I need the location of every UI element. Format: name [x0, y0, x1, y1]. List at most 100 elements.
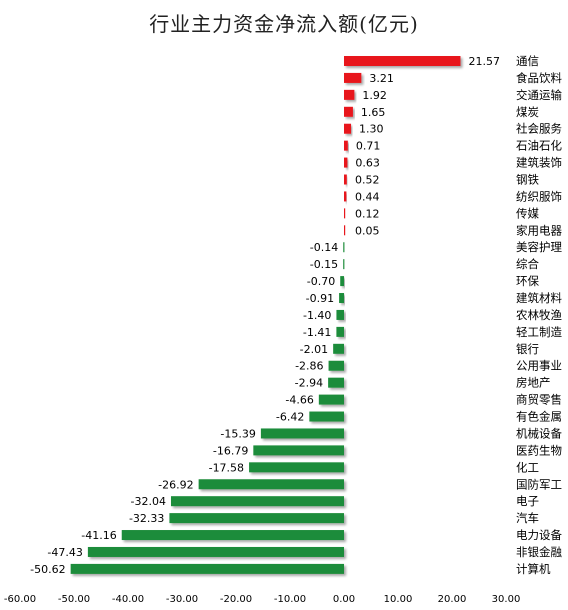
bar [309, 411, 344, 422]
category-label: 机械设备 [516, 426, 562, 440]
category-label: 农林牧渔 [516, 308, 562, 322]
data-label: 3.21 [369, 72, 394, 85]
bar [121, 530, 345, 541]
bar [344, 123, 352, 134]
bar [253, 445, 344, 456]
data-label: -15.39 [220, 427, 255, 440]
category-label: 食品饮料 [516, 71, 562, 85]
bar [343, 242, 345, 253]
data-label: -0.91 [306, 292, 334, 305]
category-label: 非银金融 [516, 545, 562, 559]
category-label: 家用电器 [516, 223, 562, 237]
data-label: -16.79 [213, 444, 248, 457]
x-tick-label: 10.00 [384, 594, 413, 605]
category-label: 有色金属 [516, 410, 562, 424]
data-label: -1.41 [303, 326, 331, 339]
bar [318, 394, 344, 405]
category-label: 计算机 [516, 562, 551, 576]
x-tick-label: -30.00 [166, 594, 198, 605]
category-label: 轻工制造 [516, 325, 562, 339]
bar [344, 174, 347, 185]
bar [260, 428, 344, 439]
bar [344, 106, 353, 117]
data-label: -41.16 [81, 529, 116, 542]
bar [344, 140, 348, 151]
x-tick-label: 30.00 [492, 594, 521, 605]
bar [87, 546, 344, 557]
data-label: 0.71 [356, 140, 381, 153]
bar [344, 56, 461, 66]
category-label: 社会服务 [516, 122, 562, 136]
data-label: 0.52 [355, 174, 380, 187]
category-label: 美容护理 [516, 240, 562, 254]
data-label: -2.01 [300, 343, 328, 356]
category-label: 建筑装饰 [516, 156, 562, 170]
bar [343, 259, 345, 270]
category-label: 纺织服饰 [516, 189, 562, 203]
data-label: -32.04 [131, 495, 166, 508]
data-label: -2.94 [295, 377, 323, 390]
category-label: 综合 [516, 257, 539, 271]
data-label: -4.66 [285, 394, 313, 407]
bar [340, 276, 344, 287]
bar [344, 225, 346, 236]
x-tick-label: -50.00 [58, 594, 90, 605]
data-label: -2.86 [295, 360, 323, 373]
bar [344, 89, 355, 100]
bar [344, 191, 347, 202]
category-label: 化工 [516, 460, 539, 474]
bar [336, 326, 344, 337]
category-label: 石油石化 [516, 139, 562, 153]
data-label: -26.92 [158, 478, 193, 491]
data-label: -0.70 [307, 275, 335, 288]
data-label: -1.40 [303, 309, 331, 322]
data-label: 0.44 [355, 190, 380, 203]
bar [328, 377, 344, 388]
data-label: -0.15 [310, 258, 338, 271]
bar [344, 157, 348, 168]
data-label: -32.33 [129, 512, 164, 525]
bar [170, 496, 344, 507]
data-label: -0.14 [310, 241, 338, 254]
x-tick-label: -20.00 [220, 594, 252, 605]
bar [198, 479, 344, 490]
category-label: 医药生物 [516, 443, 562, 457]
data-label: -47.43 [47, 546, 82, 559]
category-label: 钢铁 [516, 173, 539, 187]
x-tick-label: -10.00 [274, 594, 306, 605]
category-label: 电子 [516, 494, 539, 508]
bar [249, 462, 344, 473]
x-tick-label: 0.00 [333, 594, 355, 605]
category-label: 煤炭 [516, 105, 539, 119]
category-label: 通信 [516, 54, 539, 68]
data-label: 0.05 [355, 224, 380, 237]
x-tick-label: -40.00 [112, 594, 144, 605]
bar [336, 309, 344, 320]
bar [70, 563, 345, 574]
category-label: 房地产 [516, 376, 551, 390]
bar [333, 343, 344, 354]
data-label: 0.12 [355, 207, 380, 220]
category-label: 汽车 [516, 511, 539, 525]
category-label: 银行 [516, 342, 539, 356]
data-label: 1.92 [362, 89, 387, 102]
category-label: 传媒 [516, 206, 539, 220]
category-label: 国防军工 [516, 477, 562, 491]
bar [344, 72, 362, 83]
category-label: 公用事业 [516, 359, 562, 373]
category-label: 电力设备 [516, 528, 562, 542]
data-label: -6.42 [276, 411, 304, 424]
data-label: -50.62 [30, 563, 65, 576]
chart-title: 行业主力资金净流入额(亿元) [149, 12, 419, 36]
category-label: 交通运输 [516, 88, 562, 102]
data-label: 1.30 [359, 123, 384, 136]
bar [169, 513, 344, 524]
data-label: 0.63 [355, 157, 380, 170]
x-tick-label: -60.00 [4, 594, 36, 605]
category-label: 商贸零售 [516, 393, 562, 407]
category-label: 建筑材料 [516, 291, 562, 305]
x-tick-label: 20.00 [438, 594, 467, 605]
bar [339, 293, 344, 304]
data-label: 1.65 [361, 106, 386, 119]
